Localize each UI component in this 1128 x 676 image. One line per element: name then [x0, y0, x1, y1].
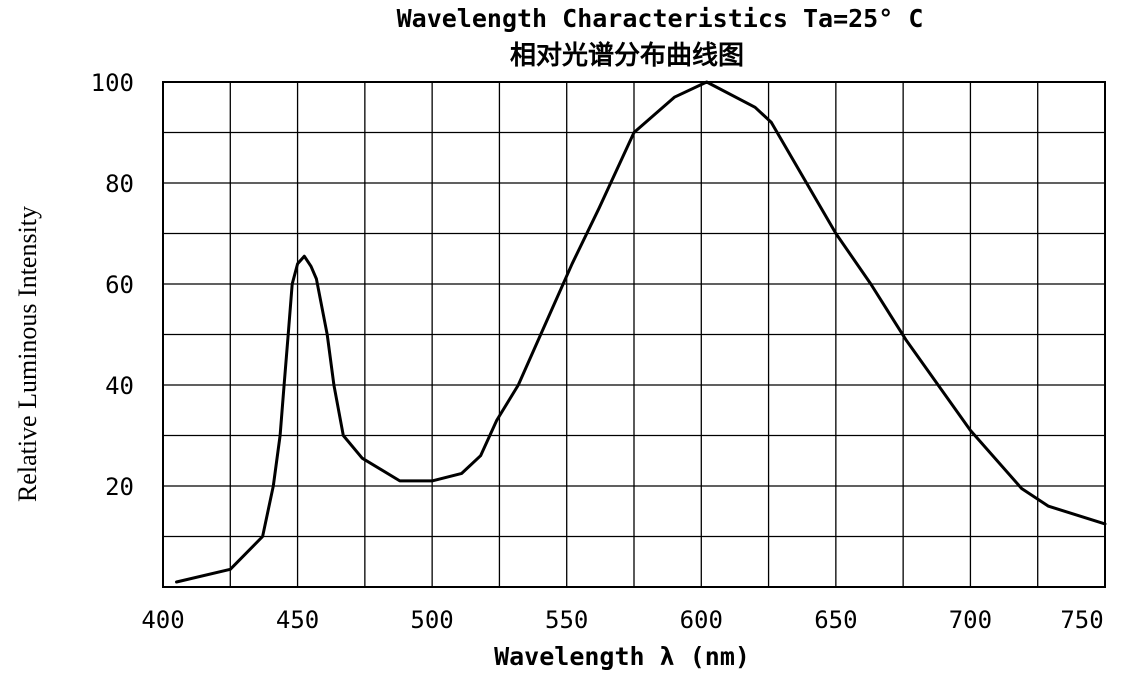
y-tick-label: 100 — [91, 69, 134, 97]
grid — [163, 82, 1105, 587]
y-tick-label: 80 — [105, 170, 134, 198]
plot-frame — [162, 81, 1106, 588]
x-axis-ticks: 400 450 500 550 600 650 700 750 — [141, 606, 1103, 634]
x-tick-label: 550 — [545, 606, 588, 634]
chart-subtitle: 相对光谱分布曲线图 — [510, 40, 744, 71]
x-tick-label: 750 — [1060, 606, 1103, 634]
x-tick-label: 650 — [814, 606, 857, 634]
chart-title: Wavelength Characteristics Ta=25° C — [397, 4, 924, 33]
series-layer — [175, 80, 1107, 584]
x-axis-label: Wavelength λ (nm) — [494, 642, 750, 671]
x-tick-label: 450 — [276, 606, 319, 634]
x-tick-label: 700 — [949, 606, 992, 634]
spectrum-curve — [175, 80, 1107, 584]
y-tick-label: 60 — [105, 271, 134, 299]
x-tick-label: 500 — [410, 606, 453, 634]
y-axis-label: Relative Luminous Intensity — [13, 206, 42, 502]
x-tick-label: 400 — [141, 606, 184, 634]
y-tick-label: 20 — [105, 473, 134, 501]
y-tick-label: 40 — [105, 372, 134, 400]
y-axis-ticks: 20 40 60 80 100 — [91, 69, 134, 501]
x-tick-label: 600 — [680, 606, 723, 634]
